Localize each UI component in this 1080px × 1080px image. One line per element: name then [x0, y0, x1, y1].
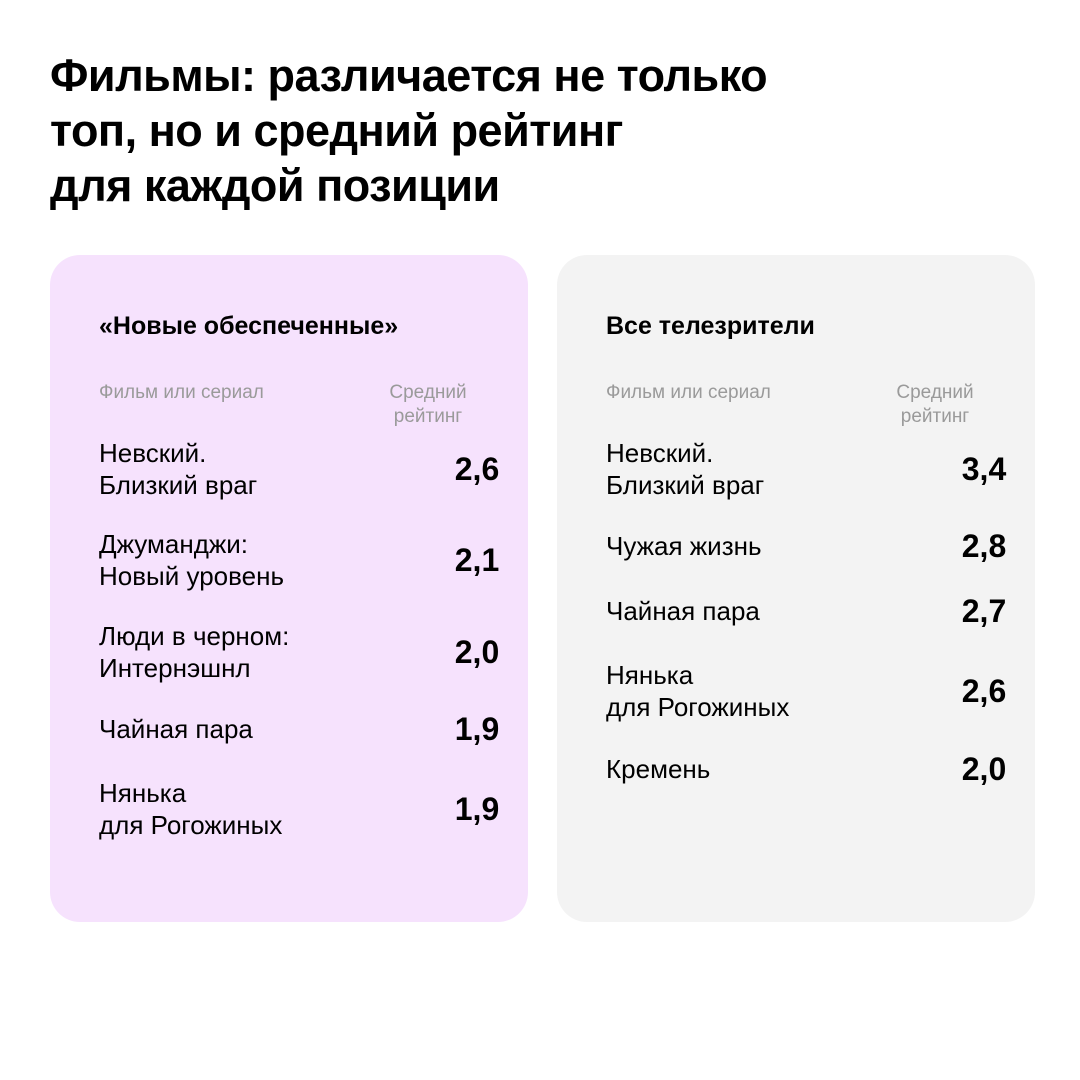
row-rating: 1,9 [454, 711, 500, 747]
row-title: Кремень [606, 754, 711, 784]
row-title: Невский. Близкий враг [99, 438, 258, 500]
row-title: Чайная пара [99, 714, 253, 744]
panel-new-affluent: «Новые обеспеченные» Фильм или сериал Ср… [50, 255, 528, 922]
row-title: Невский. Близкий враг [606, 438, 765, 500]
page-title: Фильмы: различается не только топ, но и … [50, 50, 768, 211]
row-rating: 2,6 [454, 451, 500, 487]
row-rating: 1,9 [454, 791, 500, 827]
row-rating: 2,1 [454, 542, 500, 578]
row-title: Люди в черном: Интернэшнл [99, 621, 290, 683]
row-rating: 2,6 [961, 673, 1007, 709]
row-rating: 2,7 [961, 593, 1007, 629]
row-rating: 3,4 [961, 451, 1007, 487]
column-header-rating: Средний рейтинг [389, 382, 467, 427]
row-rating: 2,0 [961, 751, 1007, 787]
column-header-rating: Средний рейтинг [896, 382, 974, 427]
column-header-title: Фильм или сериал [99, 382, 264, 403]
panel-title: «Новые обеспеченные» [99, 312, 399, 340]
column-header-title: Фильм или сериал [606, 382, 771, 403]
row-rating: 2,0 [454, 634, 500, 670]
panel-all-viewers: Все телезрители Фильм или сериал Средний… [557, 255, 1035, 922]
row-title: Нянька для Рогожиных [99, 778, 283, 840]
row-title: Джуманджи: Новый уровень [99, 529, 284, 591]
row-title: Чайная пара [606, 596, 760, 626]
panel-title: Все телезрители [606, 312, 815, 340]
row-title: Нянька для Рогожиных [606, 660, 790, 722]
row-title: Чужая жизнь [606, 531, 762, 561]
row-rating: 2,8 [961, 528, 1007, 564]
